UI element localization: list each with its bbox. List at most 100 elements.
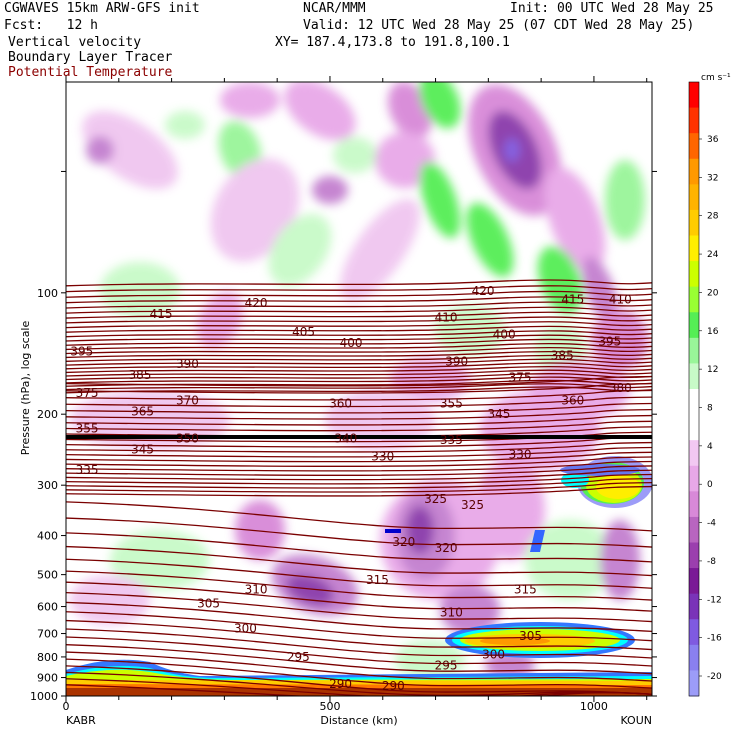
theta-contour-lower xyxy=(66,684,652,696)
theta-contour-upper xyxy=(66,321,652,329)
theta-label: 290 xyxy=(329,677,352,691)
theta-label: 410 xyxy=(609,293,632,307)
theta-label: 305 xyxy=(519,629,542,643)
init-time: Init: 00 UTC Wed 28 May 25 xyxy=(510,1,714,16)
theta-contour-lower xyxy=(66,517,652,548)
colorbar-swatch xyxy=(689,542,699,569)
colorbar-swatch xyxy=(689,568,699,595)
theta-label: 320 xyxy=(435,541,458,555)
theta-contour-mid xyxy=(66,441,652,453)
colorbar-label: 20 xyxy=(707,288,719,298)
theta-label: 325 xyxy=(461,498,484,512)
colorbar-swatch xyxy=(689,363,699,390)
theta-contour-upper xyxy=(66,369,652,377)
theta-label: 300 xyxy=(234,621,257,635)
colorbar-swatch xyxy=(689,261,699,288)
colorbar-label: 32 xyxy=(707,173,718,183)
theta-contour-mid xyxy=(66,460,652,472)
colorbar-label: 12 xyxy=(707,365,718,375)
theta-label: 355 xyxy=(440,396,463,410)
theta-label: 420 xyxy=(472,284,495,298)
theta-contour-mid xyxy=(66,456,652,467)
theta-contour-lower xyxy=(66,678,652,696)
colorbar-label: -12 xyxy=(707,595,722,605)
y-tick-label: 900 xyxy=(37,672,58,685)
theta-contour-lower xyxy=(66,611,652,642)
theta-contour-mid xyxy=(66,389,652,401)
theta-label: 300 xyxy=(482,648,505,662)
theta-contour-lower xyxy=(66,628,652,659)
colorbar-swatch xyxy=(689,491,699,518)
theta-label: 410 xyxy=(435,310,458,324)
theta-contour-mid xyxy=(66,375,652,387)
theta-label: 375 xyxy=(509,370,532,384)
x-tick-label: 0 xyxy=(63,700,70,713)
theta-contour-lower xyxy=(66,532,652,563)
theta-label: 310 xyxy=(245,583,268,597)
theta-label: 385 xyxy=(128,368,151,382)
theta-contour-mid xyxy=(66,465,652,476)
theta-contour-upper xyxy=(66,316,652,324)
colorbar-swatch xyxy=(689,82,699,109)
theta-contour-mid xyxy=(66,473,652,485)
theta-label: 305 xyxy=(197,597,220,611)
theta-contour-mid xyxy=(66,402,652,414)
theta-label: 355 xyxy=(76,421,99,435)
theta-label: 335 xyxy=(76,463,99,477)
theta-contour-lower xyxy=(66,570,652,601)
colorbar-swatch xyxy=(689,516,699,543)
theta-contour-mid xyxy=(66,477,652,489)
theta-label: 420 xyxy=(245,296,268,310)
theta-contour-upper xyxy=(66,362,652,370)
forecast-hour: Fcst: 12 h xyxy=(4,18,98,33)
colorbar-label: 16 xyxy=(707,327,719,337)
theta-contour-upper xyxy=(66,354,652,362)
y-axis-title: Pressure (hPa), log scale xyxy=(19,321,32,456)
theta-label: 360 xyxy=(329,396,352,410)
colorbar-swatch xyxy=(689,440,699,467)
theta-contour-upper xyxy=(66,311,652,319)
theta-contour-upper xyxy=(66,290,652,298)
theta-contour-upper xyxy=(66,386,652,394)
colorbar-label: 36 xyxy=(707,135,719,145)
theta-contour-mid xyxy=(66,414,652,426)
theta-contour-upper xyxy=(66,383,652,391)
colorbar-swatch xyxy=(689,619,699,646)
theta-label: 310 xyxy=(440,605,463,619)
right-station-label: KOUN xyxy=(620,714,652,727)
colorbar: 36 32 28 24 20 16 12 8 4 0 -4 -8 -12 -16 -20 xyxy=(688,81,722,697)
colorbar-swatch xyxy=(689,644,699,671)
model-title: CGWAVES 15km ARW-GFS init xyxy=(4,1,200,16)
theta-label: 400 xyxy=(493,328,516,342)
theta-contour-upper xyxy=(66,325,652,333)
colorbar-swatch xyxy=(689,670,699,697)
theta-contour-lower xyxy=(66,591,652,623)
colorbar-swatch xyxy=(689,158,699,185)
colorbar-label: -4 xyxy=(707,519,716,529)
plot-frame xyxy=(65,81,653,697)
theta-contour-lower xyxy=(66,665,652,695)
theta-contour-mid xyxy=(66,485,652,497)
colorbar-swatch xyxy=(689,286,699,313)
colorbar-swatch xyxy=(689,593,699,620)
theta-label: 415 xyxy=(150,307,173,321)
field-boundary-layer-tracer: Boundary Layer Tracer xyxy=(8,50,173,65)
theta-contour-lower xyxy=(66,658,652,689)
colorbar-swatch xyxy=(689,414,699,441)
theta-contour-mid xyxy=(66,451,652,463)
theta-contour-lower xyxy=(66,601,652,633)
y-tick-label: 400 xyxy=(37,530,58,543)
x-axis: 0 500 1000 xyxy=(63,76,648,713)
theta-contour-lower xyxy=(66,651,652,682)
theta-contour-mid xyxy=(66,481,652,493)
theta-label: 395 xyxy=(598,334,621,348)
y-tick-label: 800 xyxy=(37,651,58,664)
theta-label: 390 xyxy=(445,354,468,368)
theta-label: 400 xyxy=(340,336,363,350)
colorbar-label: 4 xyxy=(707,442,713,452)
y-axis: 100 200 300 400 500 600 700 800 900 1000 xyxy=(30,170,657,703)
theta-contour-upper xyxy=(66,350,652,359)
theta-contour-upper xyxy=(66,338,652,346)
colorbar-label: 8 xyxy=(707,404,713,414)
